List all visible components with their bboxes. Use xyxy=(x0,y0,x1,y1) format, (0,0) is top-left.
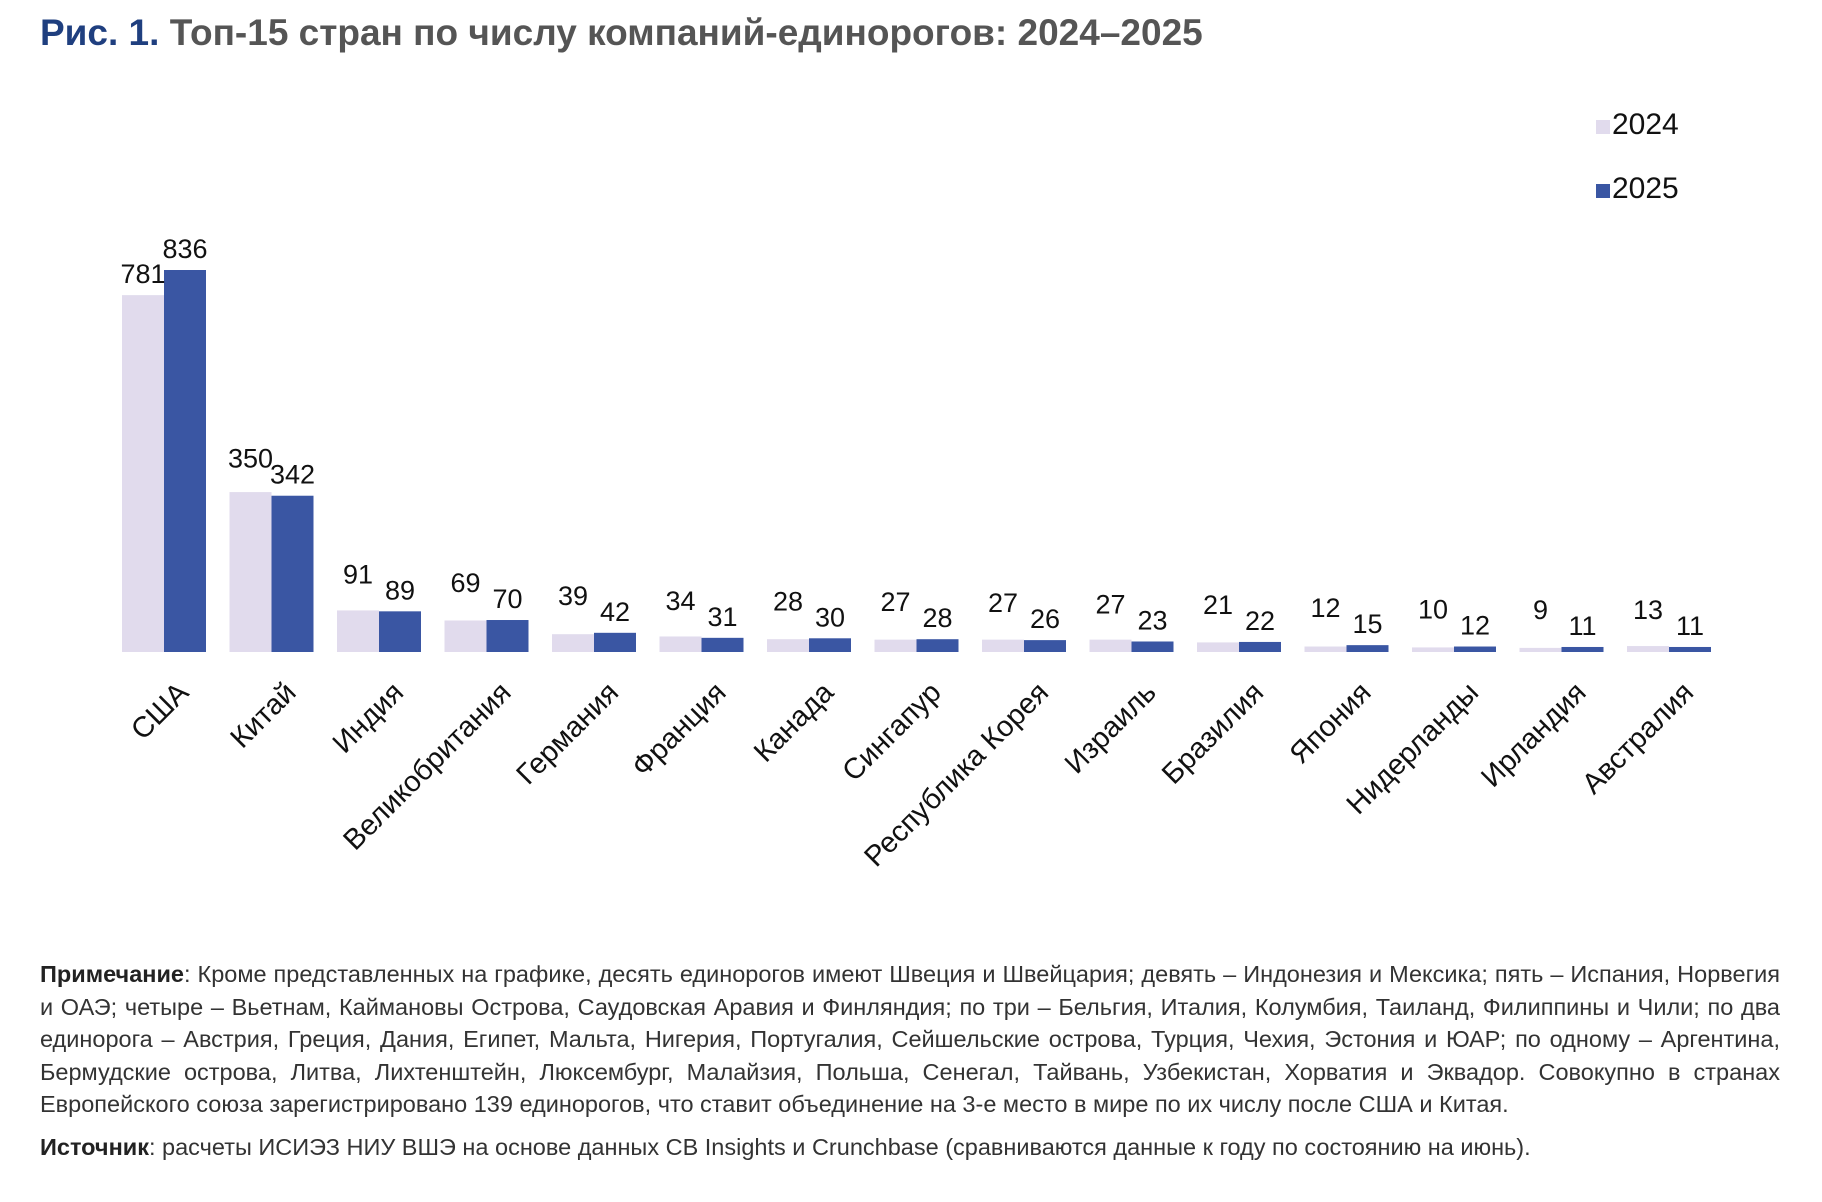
bar-2024-франция xyxy=(659,636,702,652)
value-label-2025-франция: 31 xyxy=(707,602,737,632)
bar-2025-индия xyxy=(379,611,421,652)
figure-title-text: Топ-15 стран по числу компаний-единорого… xyxy=(169,12,1203,53)
category-label-германия: Германия xyxy=(511,676,626,791)
value-label-2025-германия: 42 xyxy=(600,597,630,627)
value-label-2025-республика-корея: 26 xyxy=(1030,604,1060,634)
category-label-бразилия: Бразилия xyxy=(1156,676,1270,790)
value-label-2024-индия: 91 xyxy=(343,559,373,589)
note-text: : Кроме представленных на графике, десят… xyxy=(40,961,1780,1118)
bar-2024-великобритания xyxy=(444,620,487,652)
bar-2025-сша xyxy=(164,270,206,652)
figure-title: Рис. 1. Топ-15 стран по числу компаний-е… xyxy=(40,12,1203,54)
bar-2024-канада xyxy=(767,639,809,652)
value-label-2024-израиль: 27 xyxy=(1095,589,1125,619)
bar-2024-бразилия xyxy=(1197,642,1239,652)
bar-2025-сингапур xyxy=(916,639,959,652)
legend-swatch-2024 xyxy=(1596,120,1610,134)
value-label-2024-бразилия: 21 xyxy=(1203,590,1233,620)
bar-2025-ирландия xyxy=(1561,646,1604,652)
category-label-ирландия: Ирландия xyxy=(1475,676,1592,793)
value-label-2025-бразилия: 22 xyxy=(1245,606,1275,636)
figure-number: Рис. 1. xyxy=(40,12,160,53)
bar-2025-канада xyxy=(809,638,851,652)
category-label-сша: США xyxy=(125,676,195,746)
value-label-2024-сингапур: 27 xyxy=(880,587,910,617)
value-label-2024-германия: 39 xyxy=(558,581,588,611)
bar-2024-япония xyxy=(1304,646,1347,652)
value-label-2025-нидерланды: 12 xyxy=(1460,611,1490,641)
note-label: Примечание xyxy=(40,961,184,987)
value-label-2025-канада: 30 xyxy=(815,602,845,632)
value-label-2024-франция: 34 xyxy=(665,586,695,616)
category-label-австралия: Австралия xyxy=(1576,676,1700,800)
figure-notes: Примечание: Кроме представленных на граф… xyxy=(40,958,1780,1164)
category-label-япония: Япония xyxy=(1284,676,1378,770)
value-label-2025-сша: 836 xyxy=(162,234,207,264)
bar-2025-австралия xyxy=(1669,646,1711,652)
bar-2025-франция xyxy=(701,637,744,652)
value-label-2025-ирландия: 11 xyxy=(1568,611,1596,641)
chart-legend: 2024 2025 xyxy=(1596,108,1679,205)
value-label-2024-нидерланды: 10 xyxy=(1418,595,1448,625)
bar-2025-израиль xyxy=(1131,641,1174,652)
bar-2025-республика-корея xyxy=(1024,640,1066,652)
value-label-2025-китай: 342 xyxy=(270,460,315,490)
category-label-франция: Франция xyxy=(626,676,733,783)
value-label-2025-сингапур: 28 xyxy=(922,603,952,633)
source-text: : расчеты ИСИЭЗ НИУ ВШЭ на основе данных… xyxy=(148,1133,1531,1160)
bar-2024-китай xyxy=(229,492,272,652)
bar-2025-великобритания xyxy=(486,620,529,652)
bar-2024-нидерланды xyxy=(1412,647,1454,652)
bar-2025-япония xyxy=(1346,645,1389,652)
value-label-2024-китай: 350 xyxy=(228,444,273,474)
value-label-2025-япония: 15 xyxy=(1352,609,1382,639)
bar-2024-индия xyxy=(337,610,379,652)
bar-2025-нидерланды xyxy=(1454,646,1496,652)
value-label-2025-израиль: 23 xyxy=(1137,605,1167,635)
source-paragraph: Источник: расчеты ИСИЭЗ НИУ ВШЭ на основ… xyxy=(40,1131,1780,1164)
bar-2025-китай xyxy=(271,495,314,652)
bar-2024-сша xyxy=(122,295,164,652)
value-label-2024-канада: 28 xyxy=(773,586,803,616)
value-label-2024-великобритания: 69 xyxy=(450,568,480,598)
legend-label-2024: 2024 xyxy=(1612,108,1679,141)
category-label-израиль: Израиль xyxy=(1059,676,1163,780)
category-label-сингапур: Сингапур xyxy=(836,676,947,787)
value-label-2025-австралия: 11 xyxy=(1676,611,1704,641)
value-label-2024-япония: 12 xyxy=(1310,593,1340,623)
legend-swatch-2025 xyxy=(1596,184,1610,198)
value-label-2024-австралия: 13 xyxy=(1633,595,1663,625)
category-label-индия: Индия xyxy=(327,676,410,759)
category-label-канада: Канада xyxy=(748,676,841,769)
bar-2024-сингапур xyxy=(874,639,917,652)
bar-2025-бразилия xyxy=(1239,641,1281,652)
bar-2024-республика-корея xyxy=(982,639,1024,652)
value-label-2025-великобритания: 70 xyxy=(492,584,522,614)
value-label-2024-республика-корея: 27 xyxy=(988,588,1018,618)
bar-2025-германия xyxy=(594,632,636,652)
value-label-2024-ирландия: 9 xyxy=(1533,595,1548,625)
category-label-китай: Китай xyxy=(225,676,303,754)
value-label-2024-сша: 781 xyxy=(120,259,165,289)
note-paragraph: Примечание: Кроме представленных на граф… xyxy=(40,958,1780,1121)
bar-2024-израиль xyxy=(1089,639,1132,652)
bar-2024-ирландия xyxy=(1519,647,1562,652)
bar-2024-германия xyxy=(552,634,594,652)
value-label-2025-индия: 89 xyxy=(385,575,415,605)
chart-bars xyxy=(122,270,1711,652)
legend-label-2025: 2025 xyxy=(1612,172,1679,205)
source-label: Источник xyxy=(40,1133,149,1160)
category-label-республика-корея: Республика Корея xyxy=(858,676,1055,873)
bar-2024-австралия xyxy=(1627,646,1669,652)
